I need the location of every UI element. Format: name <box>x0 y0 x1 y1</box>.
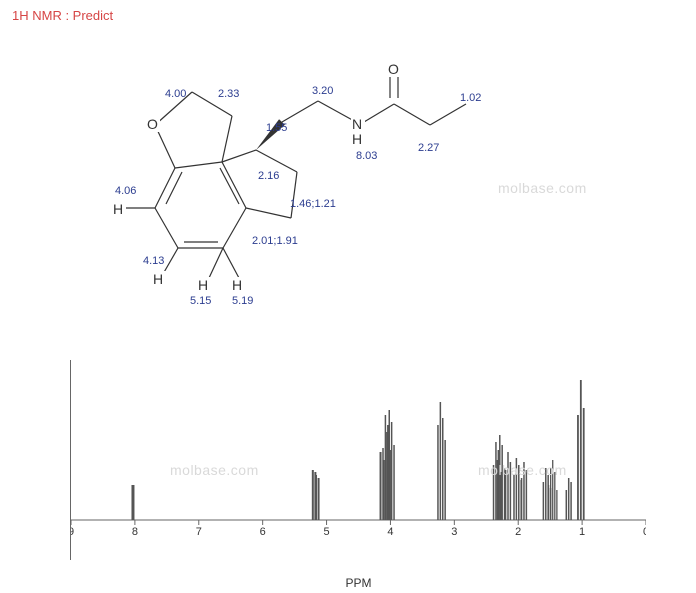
svg-text:8: 8 <box>132 526 138 535</box>
svg-text:4: 4 <box>387 526 393 535</box>
svg-text:3: 3 <box>451 526 457 535</box>
shift-label: 4.00 <box>165 88 186 100</box>
structure-diagram: ONHOHHHH 4.002.331.553.208.032.271.022.1… <box>0 40 696 340</box>
axis-label-ppm: PPM <box>345 576 371 590</box>
shift-label: 5.19 <box>232 295 253 307</box>
shift-label: 4.06 <box>115 185 136 197</box>
shift-label: 2.33 <box>218 88 239 100</box>
shift-label: 1.46;1.21 <box>290 198 336 210</box>
svg-text:H: H <box>198 277 208 293</box>
svg-text:H: H <box>113 201 123 217</box>
svg-text:H: H <box>232 277 242 293</box>
svg-text:6: 6 <box>260 526 266 535</box>
shift-label: 2.01;1.91 <box>252 235 298 247</box>
nmr-spectrum: 9876543210 PPM <box>70 360 646 560</box>
shift-label: 3.20 <box>312 85 333 97</box>
svg-text:O: O <box>147 116 158 132</box>
svg-text:0: 0 <box>643 526 646 535</box>
page-title: 1H NMR : Predict <box>12 8 113 23</box>
svg-text:N: N <box>352 116 362 132</box>
shift-label: 8.03 <box>356 150 377 162</box>
svg-text:1: 1 <box>579 526 585 535</box>
shift-label: 2.16 <box>258 170 279 182</box>
svg-text:H: H <box>352 131 362 147</box>
watermark: molbase.com <box>498 180 587 196</box>
watermark: molbase.com <box>478 462 567 478</box>
svg-text:7: 7 <box>196 526 202 535</box>
shift-label: 5.15 <box>190 295 211 307</box>
svg-text:5: 5 <box>323 526 329 535</box>
svg-text:2: 2 <box>515 526 521 535</box>
svg-text:O: O <box>388 61 399 77</box>
spectrum-svg: 9 8 7 6 5 4 3 2 1 0 <box>71 360 646 535</box>
svg-text:H: H <box>153 271 163 287</box>
svg-text:9: 9 <box>71 526 74 535</box>
shift-label: 4.13 <box>143 255 164 267</box>
shift-label: 1.02 <box>460 92 481 104</box>
shift-label: 2.27 <box>418 142 439 154</box>
shift-label: 1.55 <box>266 122 287 134</box>
watermark: molbase.com <box>170 462 259 478</box>
